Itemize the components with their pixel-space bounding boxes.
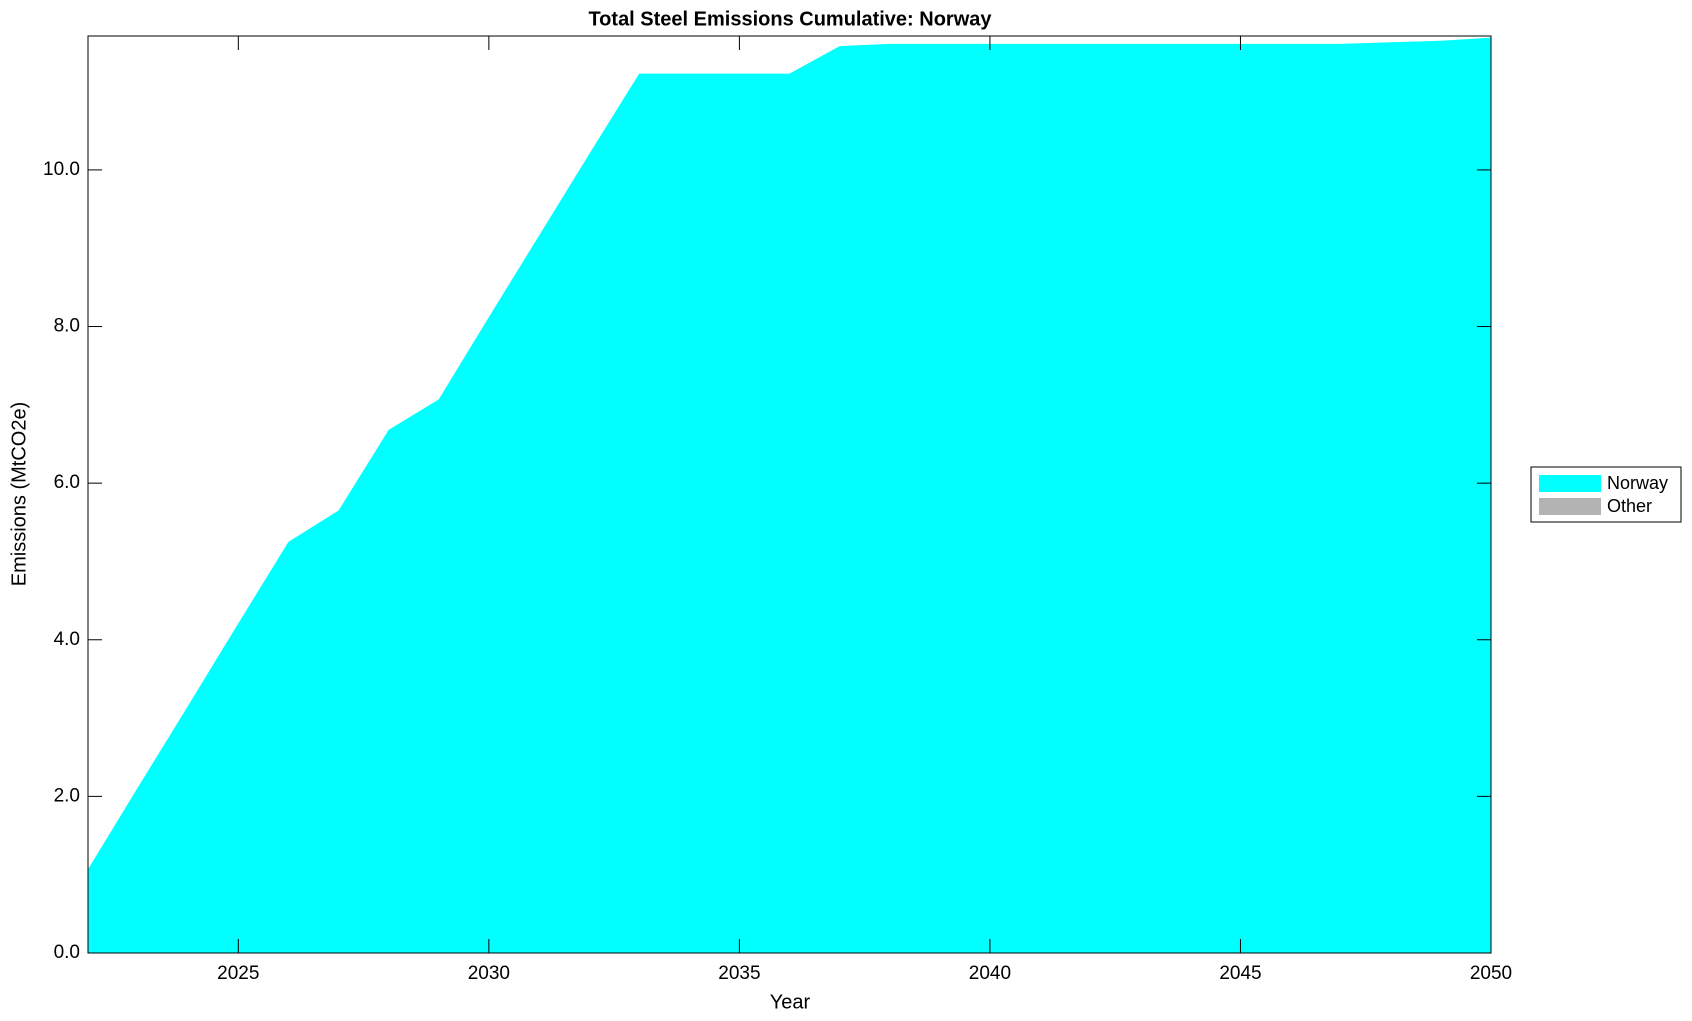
x-tick-label: 2040 bbox=[969, 963, 1011, 984]
x-tick-label: 2025 bbox=[217, 963, 259, 984]
x-tick-label: 2045 bbox=[1219, 963, 1261, 984]
chart-title: Total Steel Emissions Cumulative: Norway bbox=[588, 8, 992, 30]
x-axis-label: Year bbox=[770, 991, 811, 1013]
y-tick-label: 8.0 bbox=[54, 316, 80, 337]
y-axis-label: Emissions (MtCO2e) bbox=[8, 402, 30, 586]
area bbox=[88, 37, 1491, 954]
x-tick-label: 2030 bbox=[468, 963, 510, 984]
legend-label: Norway bbox=[1607, 473, 1668, 493]
y-tick-label: 4.0 bbox=[54, 629, 80, 650]
y-tick-label: 2.0 bbox=[54, 785, 80, 806]
legend-label: Other bbox=[1607, 496, 1652, 516]
x-tick-label: 2035 bbox=[718, 963, 760, 984]
plot-frame bbox=[87, 35, 1492, 954]
y-tick-label: 0.0 bbox=[54, 942, 80, 963]
y-tick-label: 10.0 bbox=[43, 159, 80, 180]
y-tick-label: 6.0 bbox=[54, 472, 80, 493]
legend-swatch bbox=[1539, 498, 1601, 515]
legend-swatch bbox=[1539, 475, 1601, 492]
x-tick-label: 2050 bbox=[1470, 963, 1512, 984]
